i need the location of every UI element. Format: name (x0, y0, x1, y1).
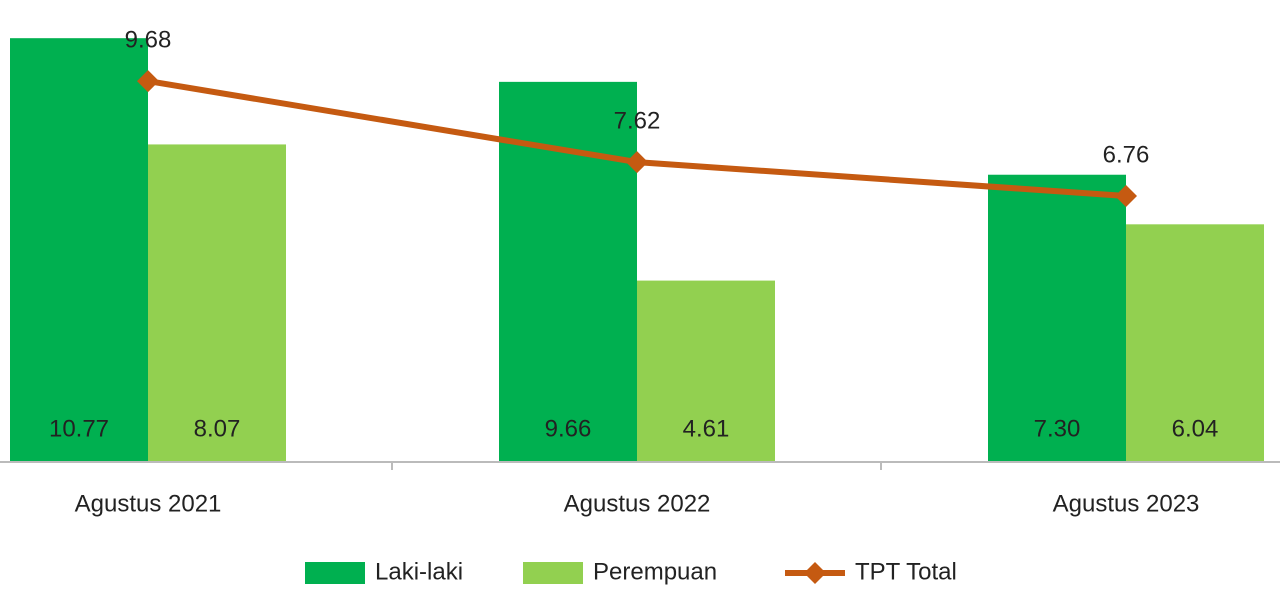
x-tick-label: Agustus 2021 (75, 490, 222, 517)
legend-marker (804, 562, 826, 584)
line-value-label: 7.62 (614, 107, 661, 134)
bar-value-label: 9.66 (545, 415, 592, 442)
bar-value-label: 8.07 (194, 415, 241, 442)
bar (499, 81, 637, 462)
bar (988, 174, 1126, 462)
line-marker (626, 151, 648, 174)
bar-value-label: 7.30 (1034, 415, 1081, 442)
x-tick-label: Agustus 2022 (564, 490, 711, 517)
line-marker (137, 70, 159, 93)
legend-label: Perempuan (593, 558, 717, 585)
bar (10, 38, 148, 463)
bar (1126, 224, 1264, 462)
line-marker (1115, 184, 1137, 207)
legend-label: Laki-laki (375, 558, 463, 585)
line-value-label: 9.68 (125, 26, 172, 53)
bar-value-label: 6.04 (1172, 415, 1219, 442)
bar (637, 280, 775, 462)
x-tick-label: Agustus 2023 (1053, 490, 1200, 517)
bar-value-label: 4.61 (683, 415, 730, 442)
line-value-label: 6.76 (1103, 141, 1150, 168)
legend-label: TPT Total (855, 558, 957, 585)
legend-swatch (305, 562, 365, 584)
bar-value-label: 10.77 (49, 415, 109, 442)
bar (148, 144, 286, 463)
legend-swatch (523, 562, 583, 584)
